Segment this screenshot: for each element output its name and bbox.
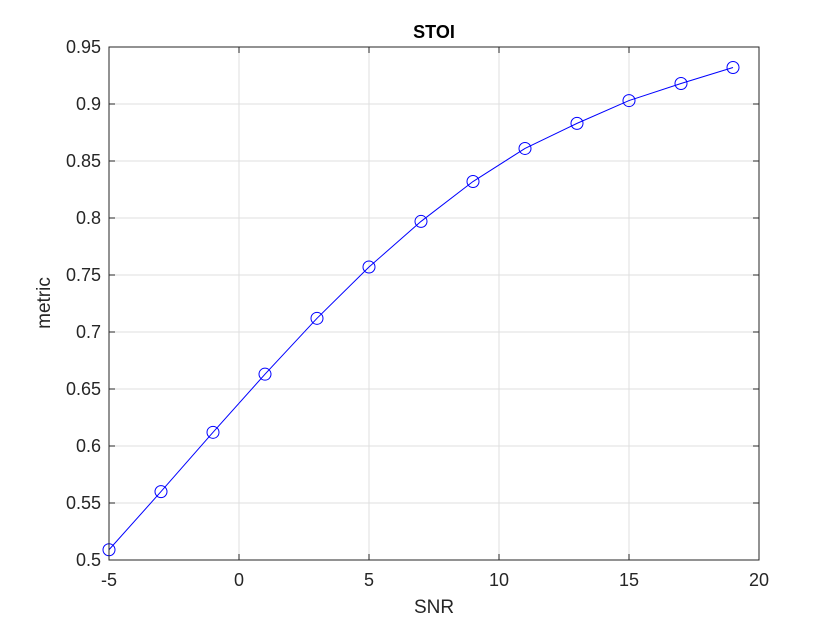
data-point-marker bbox=[726, 61, 740, 75]
x-axis-label: SNR bbox=[414, 597, 454, 618]
y-tick-label: 0.65 bbox=[66, 379, 101, 399]
y-tick-label: 0.6 bbox=[76, 436, 101, 456]
y-tick-label: 0.85 bbox=[66, 151, 101, 171]
data-point-marker bbox=[466, 175, 480, 189]
x-tick-label: 20 bbox=[749, 570, 769, 590]
data-point-marker bbox=[362, 260, 376, 274]
data-point-marker bbox=[518, 141, 532, 155]
data-point-marker bbox=[674, 76, 688, 90]
y-tick-label: 0.7 bbox=[76, 322, 101, 342]
y-tick-label: 0.8 bbox=[76, 208, 101, 228]
data-point-marker bbox=[206, 425, 220, 439]
y-axis-label: metric bbox=[34, 277, 55, 329]
y-tick-label: 0.55 bbox=[66, 493, 101, 513]
data-point-marker bbox=[622, 94, 636, 108]
y-tick-label: 0.95 bbox=[66, 37, 101, 57]
axes-background bbox=[109, 47, 759, 560]
x-tick-label: -5 bbox=[101, 570, 117, 590]
data-series bbox=[102, 61, 740, 557]
x-tick-label: 10 bbox=[489, 570, 509, 590]
axes-box bbox=[108, 46, 760, 561]
data-point-marker bbox=[310, 311, 324, 325]
y-tick-label: 0.5 bbox=[76, 550, 101, 570]
x-tick-labels: -5 0 5 10 15 20 bbox=[101, 570, 769, 590]
y-tick-labels: 0.5 0.55 0.6 0.65 0.7 0.75 0.8 0.85 0.9 0.95 bbox=[66, 37, 101, 570]
x-tick-label: 15 bbox=[619, 570, 639, 590]
data-point-marker bbox=[570, 116, 584, 130]
x-tick-label: 5 bbox=[364, 570, 374, 590]
axis-ticks bbox=[108, 46, 760, 561]
chart-title: STOI bbox=[413, 22, 455, 42]
data-point-marker bbox=[414, 214, 428, 228]
data-point-marker bbox=[258, 367, 272, 381]
y-tick-label: 0.9 bbox=[76, 94, 101, 114]
series-line bbox=[108, 67, 734, 551]
data-point-marker bbox=[154, 485, 168, 499]
y-tick-label: 0.75 bbox=[66, 265, 101, 285]
x-tick-label: 0 bbox=[234, 570, 244, 590]
